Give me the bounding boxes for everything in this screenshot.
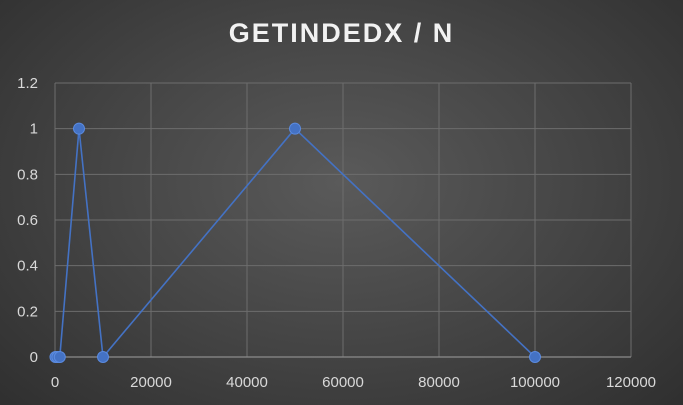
y-tick-label: 0 <box>30 349 38 366</box>
x-tick-label: 40000 <box>226 374 268 391</box>
y-tick-label: 1 <box>30 121 38 138</box>
x-tick-label: 20000 <box>130 374 172 391</box>
y-tick-label: 0.8 <box>17 166 38 183</box>
series-line <box>55 127 536 359</box>
chart-title: GETINDEDX / N <box>228 18 455 48</box>
x-tick-label: 80000 <box>418 374 460 391</box>
y-tick-label: 0.4 <box>17 258 38 275</box>
y-tick-label: 0.6 <box>17 212 38 229</box>
data-point <box>73 122 85 135</box>
data-point <box>97 351 109 363</box>
x-tick-label: 60000 <box>322 374 364 391</box>
x-tick-label: 100000 <box>510 374 560 391</box>
y-tick-label: 1.2 <box>17 75 38 92</box>
data-point <box>53 351 66 363</box>
x-tick-label: 0 <box>51 374 59 391</box>
data-point <box>289 122 301 135</box>
x-tick-label: 120000 <box>606 374 656 391</box>
y-tick-label: 0.2 <box>17 303 38 320</box>
data-point <box>529 351 541 363</box>
